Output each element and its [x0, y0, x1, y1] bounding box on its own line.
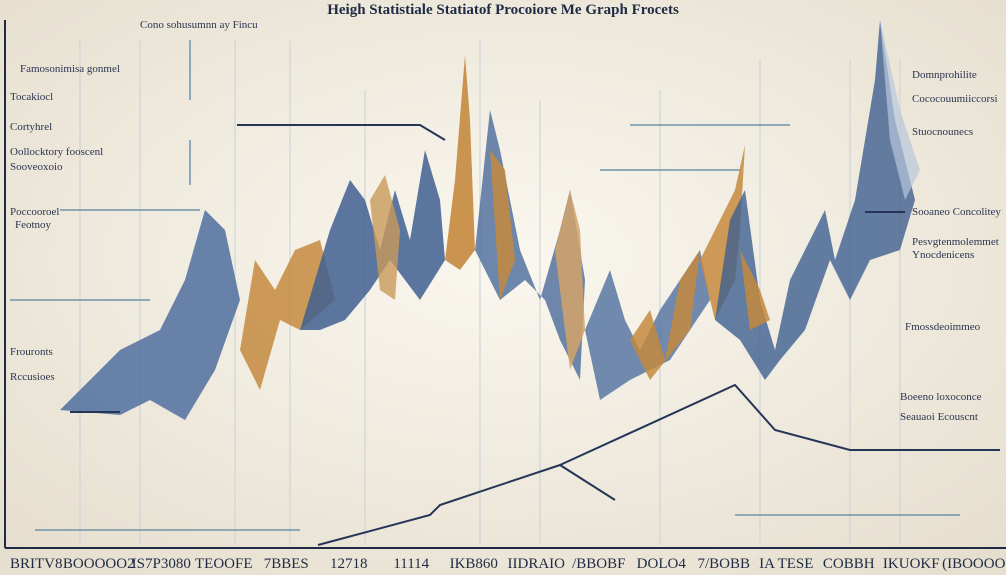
left-label: Poccooroel [10, 206, 59, 218]
left-label: Oollocktory fooscenl [10, 146, 103, 158]
title: Heigh Statistiale Statiatof Procoiore Me… [327, 2, 679, 18]
arrows [10, 40, 960, 531]
x-label: IIDRAIO [508, 556, 566, 572]
x-label: IA TESE [759, 556, 813, 572]
right-label: Pesvgtenmolemmet [912, 236, 999, 248]
x-label: BRITV8 [10, 556, 63, 572]
x-label: 12718 [330, 556, 368, 572]
x-label: (IBOOOO [942, 556, 1005, 572]
right-label: Cococouumiiccorsi [912, 93, 998, 105]
x-label: 7/BOBB [697, 556, 750, 572]
left-label: Cortyhrel [10, 121, 52, 133]
x-label: BOOOOO2 [63, 556, 135, 572]
right-label: Sooaneo Concolitey [912, 206, 1001, 218]
lines [70, 124, 1000, 546]
x-label: DOLO4 [637, 556, 687, 572]
left-label: Feotnoy [15, 219, 52, 231]
x-label: IKUOKF [883, 556, 940, 572]
shapes [60, 20, 920, 420]
left-label: Famosonimisa gonmel [20, 63, 120, 75]
right-label: Boeeno loxoconce [900, 391, 982, 403]
left-label: Sooveoxoio [10, 161, 63, 173]
axes [4, 20, 1006, 549]
right-label: Ynocdenicens [912, 249, 974, 261]
x-label: TEOOFE [195, 556, 253, 572]
left-labels: Cono sohusumnn ay Fincu Famosonimisa gonm… [10, 19, 258, 383]
x-label: 11114 [393, 556, 429, 572]
right-labels: Domnprohilite Cococouumiiccorsi Stuocnoune… [900, 69, 1001, 423]
right-label: Seauaoi Ecouscnt [900, 411, 978, 423]
right-label: Stuocnounecs [912, 126, 973, 138]
x-label: COBBH [823, 556, 875, 572]
x-label: 7BBES [264, 556, 309, 572]
x-label: /BBOBF [572, 556, 625, 572]
left-label: Tocakiocl [10, 91, 53, 103]
left-label: Frouronts [10, 346, 53, 358]
left-label: Cono sohusumnn ay Fincu [140, 19, 258, 31]
right-label: Domnprohilite [912, 69, 977, 81]
x-label: IS7P3080 [132, 556, 191, 572]
left-label: Rccusioes [10, 371, 55, 383]
x-label: IKB860 [450, 556, 498, 572]
right-label: Fmossdeoimmeo [905, 321, 981, 333]
